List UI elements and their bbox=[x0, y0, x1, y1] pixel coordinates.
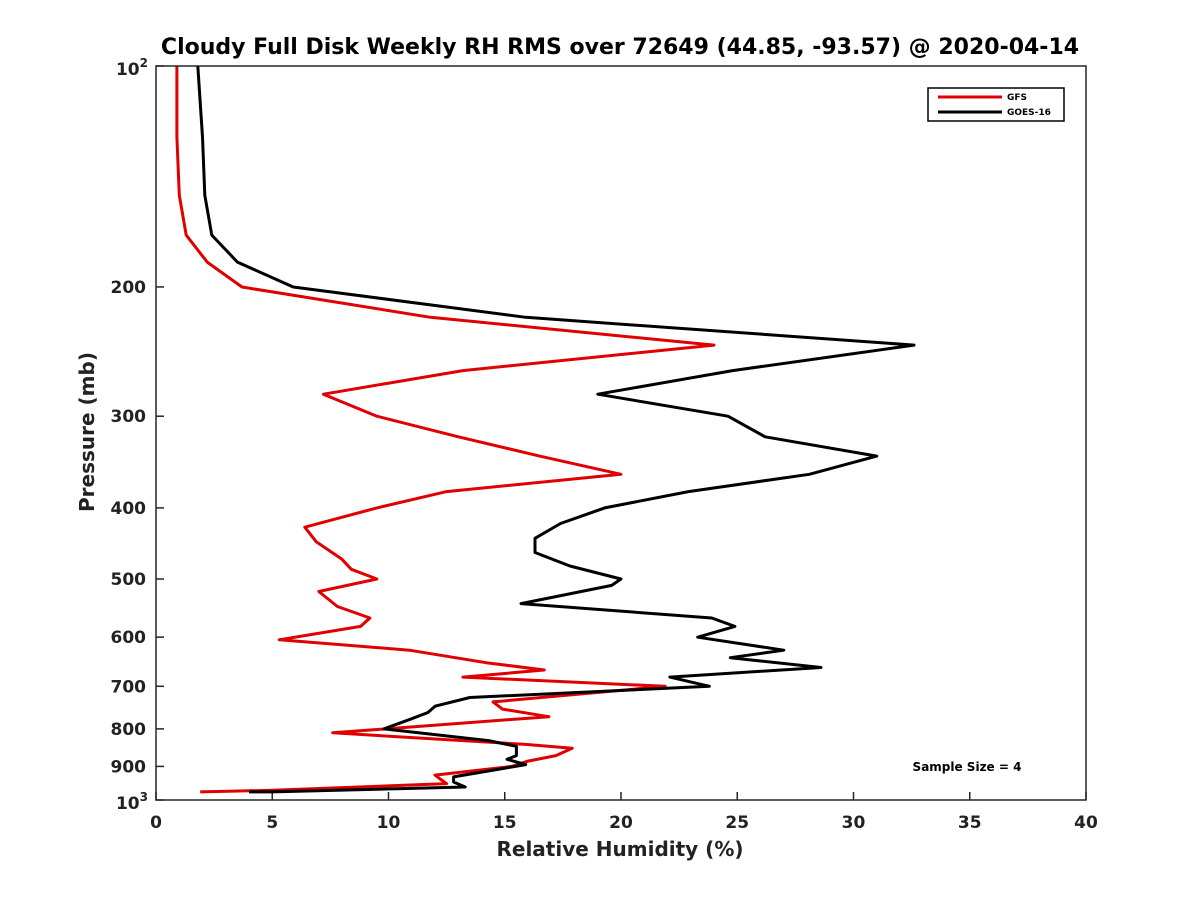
plot-lines bbox=[175, 65, 916, 794]
sample-size-annotation: Sample Size = 4 bbox=[913, 760, 1022, 774]
y-tick-label: 500 bbox=[111, 570, 147, 590]
y-axis: 102 200 300 400 500 600 700 800 900 103 bbox=[111, 56, 164, 814]
chart-title: Cloudy Full Disk Weekly RH RMS over 7264… bbox=[161, 35, 1079, 60]
y-tick-label: 900 bbox=[111, 757, 147, 777]
y-tick-label: 600 bbox=[111, 628, 147, 648]
series-line-goes-16 bbox=[196, 65, 916, 794]
legend-box bbox=[927, 87, 1065, 122]
plot-area-border bbox=[155, 65, 1087, 801]
x-tick-label: 35 bbox=[958, 813, 982, 833]
x-tick-label: 40 bbox=[1074, 813, 1098, 833]
x-tick-label: 5 bbox=[266, 813, 278, 833]
y-tick-label: 103 bbox=[116, 790, 148, 814]
legend-label: GFS bbox=[1007, 93, 1027, 103]
y-tick-label: 700 bbox=[111, 677, 147, 697]
y-tick-label: 200 bbox=[111, 278, 147, 298]
x-tick-label: 30 bbox=[842, 813, 866, 833]
x-tick-label: 10 bbox=[377, 813, 401, 833]
legend: GFS GOES-16 bbox=[927, 87, 1065, 122]
x-tick-label: 15 bbox=[493, 813, 517, 833]
x-tick-label: 25 bbox=[725, 813, 749, 833]
y-tick-label: 300 bbox=[111, 407, 147, 427]
series-line-gfs bbox=[175, 66, 716, 794]
x-tick-label: 0 bbox=[150, 813, 162, 833]
y-tick-label: 800 bbox=[111, 720, 147, 740]
y-tick-label: 400 bbox=[111, 499, 147, 519]
x-axis-label: Relative Humidity (%) bbox=[496, 837, 743, 861]
legend-label: GOES-16 bbox=[1007, 108, 1051, 118]
y-tick-label: 102 bbox=[116, 56, 148, 80]
y-axis-label: Pressure (mb) bbox=[75, 352, 99, 512]
x-tick-label: 20 bbox=[609, 813, 633, 833]
x-axis: 0 5 10 15 20 25 30 35 40 bbox=[150, 792, 1098, 833]
